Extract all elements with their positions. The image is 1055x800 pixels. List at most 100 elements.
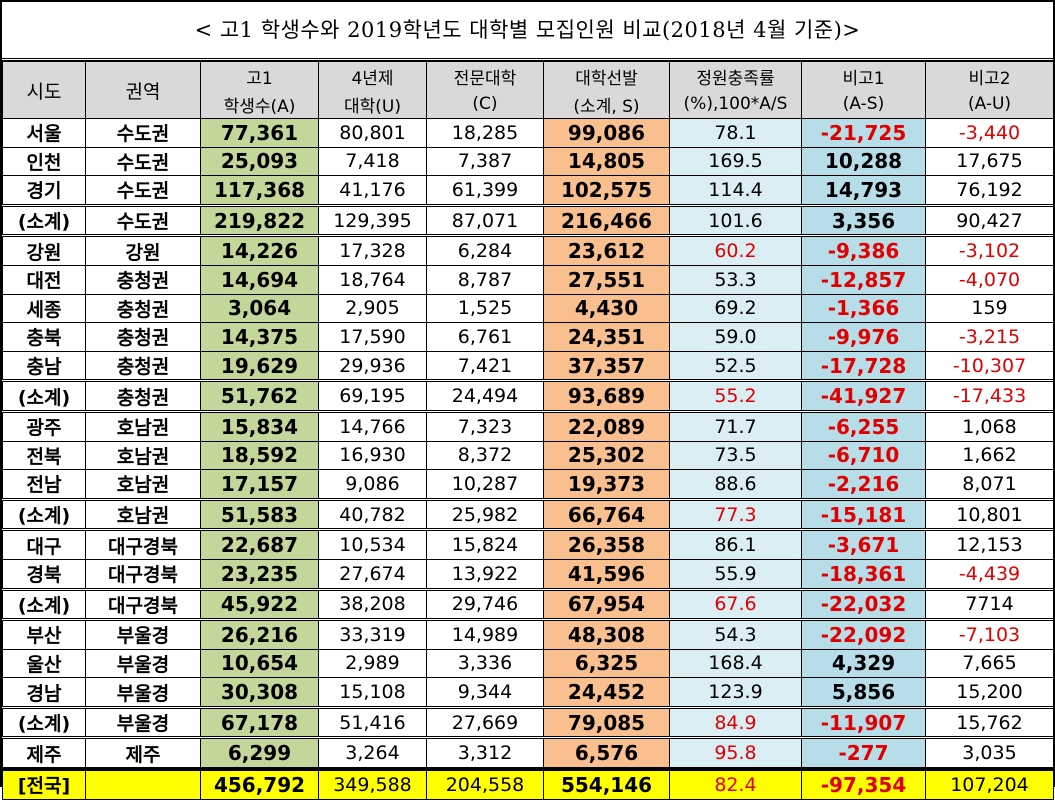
cell-U: 17,328	[318, 235, 427, 266]
cell-C: 204,558	[426, 767, 544, 800]
cell-C: 18,285	[426, 118, 544, 148]
total-row: [전국] 456,792 349,588 204,558 554,146 82.4 -97,…	[2, 767, 1054, 800]
cell-d2: -3,440	[925, 118, 1054, 148]
cell-U: 17,590	[318, 322, 427, 352]
cell-C: 61,399	[426, 175, 544, 206]
cell-sido: 충남	[2, 350, 86, 382]
cell-d2: 15,200	[925, 677, 1054, 708]
cell-S: 67,954	[543, 587, 670, 622]
cell-sido: (소계)	[2, 705, 86, 740]
table-row: 부산 부울경 26,216 33,319 14,989 48,308 54.3 -22,092…	[2, 619, 1054, 650]
cell-rate: 86.1	[669, 529, 802, 560]
cell-region: 부울경	[85, 705, 201, 740]
table-row: 인천 수도권 25,093 7,418 7,387 14,805 169.5 10,288 17…	[2, 146, 1054, 177]
cell-S: 93,689	[543, 379, 670, 413]
cell-A: 51,762	[200, 379, 319, 413]
table-row: 강원 강원 14,226 17,328 6,284 23,612 60.2 -9,386 -3,…	[2, 235, 1054, 266]
cell-region: 부울경	[85, 648, 201, 679]
cell-region: 부울경	[85, 619, 201, 650]
table-row: 전남 호남권 17,157 9,086 10,287 19,373 88.6 -2,216 8,…	[2, 469, 1054, 500]
cell-U: 69,195	[318, 379, 427, 413]
cell-d1: -21,725	[801, 118, 926, 148]
cell-sido: 강원	[2, 235, 86, 266]
cell-d2: -10,307	[925, 350, 1054, 382]
cell-S: 6,576	[543, 737, 670, 770]
cell-U: 41,176	[318, 175, 427, 206]
cell-sido: (소계)	[2, 203, 86, 238]
cell-C: 6,284	[426, 235, 544, 266]
cell-A: 10,654	[200, 648, 319, 679]
cell-region	[85, 767, 201, 800]
cell-sido: 제주	[2, 737, 86, 770]
cell-d1: 5,856	[801, 677, 926, 708]
cell-d1: 4,329	[801, 648, 926, 679]
cell-A: 45,922	[200, 587, 319, 622]
table-row: 서울 수도권 77,361 80,801 18,285 99,086 78.1 -21,725…	[2, 118, 1054, 148]
cell-A: 14,375	[200, 322, 319, 352]
cell-S: 14,805	[543, 146, 670, 177]
cell-d2: 76,192	[925, 175, 1054, 206]
column-header: 전문대학	[426, 61, 544, 90]
cell-U: 15,108	[318, 677, 427, 708]
cell-rate: 168.4	[669, 648, 802, 679]
cell-sido: 울산	[2, 648, 86, 679]
cell-C: 29,746	[426, 587, 544, 622]
cell-sido: (소계)	[2, 587, 86, 622]
cell-sido: 대전	[2, 264, 86, 295]
table-row: 세종 충청권 3,064 2,905 1,525 4,430 69.2 -1,366 159	[2, 293, 1054, 324]
cell-d1: -11,907	[801, 705, 926, 740]
page-title: < 고1 학생수와 2019학년도 대학별 모집인원 비교(2018년 4월 기…	[2, 2, 1053, 61]
cell-d2: 159	[925, 293, 1054, 324]
cell-A: 67,178	[200, 705, 319, 740]
cell-rate: 73.5	[669, 440, 802, 471]
cell-d1: -6,710	[801, 440, 926, 471]
cell-sido: 경남	[2, 677, 86, 708]
column-header: 비고1	[801, 61, 926, 90]
cell-region: 충청권	[85, 379, 201, 413]
cell-d2: 3,035	[925, 737, 1054, 770]
cell-sido: 경북	[2, 558, 86, 590]
cell-S: 4,430	[543, 293, 670, 324]
cell-S: 99,086	[543, 118, 670, 148]
cell-sido: 세종	[2, 293, 86, 324]
cell-d2: 7714	[925, 587, 1054, 622]
table-row: 충북 충청권 14,375 17,590 6,761 24,351 59.0 -9,976 -3…	[2, 322, 1054, 352]
cell-C: 15,824	[426, 529, 544, 560]
cell-C: 10,287	[426, 469, 544, 500]
cell-S: 25,302	[543, 440, 670, 471]
cell-S: 6,325	[543, 648, 670, 679]
table-row: 충남 충청권 19,629 29,936 7,421 37,357 52.5 -17,728-…	[2, 350, 1054, 382]
cell-rate: 60.2	[669, 235, 802, 266]
cell-C: 7,387	[426, 146, 544, 177]
cell-region: 호남권	[85, 410, 201, 442]
subtotal-row: (소계) 부울경 67,178 51,416 27,669 79,085 84.9 -11,9…	[2, 705, 1054, 740]
cell-sido: (소계)	[2, 497, 86, 532]
column-header-sub: 학생수(A)	[200, 90, 319, 119]
cell-d2: 107,204	[925, 767, 1054, 800]
cell-region: 호남권	[85, 469, 201, 500]
subtotal-row: (소계) 수도권 219,822 129,395 87,071 216,466 101.6 3…	[2, 203, 1054, 238]
cell-A: 30,308	[200, 677, 319, 708]
cell-U: 33,319	[318, 619, 427, 650]
cell-d1: -15,181	[801, 497, 926, 532]
cell-S: 37,357	[543, 350, 670, 382]
cell-rate: 78.1	[669, 118, 802, 148]
cell-d1: -9,386	[801, 235, 926, 266]
cell-rate: 88.6	[669, 469, 802, 500]
cell-region: 대구경북	[85, 558, 201, 590]
cell-U: 349,588	[318, 767, 427, 800]
cell-rate: 123.9	[669, 677, 802, 708]
cell-d1: 14,793	[801, 175, 926, 206]
cell-region: 강원	[85, 235, 201, 266]
cell-d1: -12,857	[801, 264, 926, 295]
cell-d2: -7,103	[925, 619, 1054, 650]
cell-C: 7,421	[426, 350, 544, 382]
table-row: 제주 제주 6,299 3,264 3,312 6,576 95.8 -277 3,035	[2, 737, 1054, 770]
cell-rate: 95.8	[669, 737, 802, 770]
cell-d1: -277	[801, 737, 926, 770]
cell-region: 수도권	[85, 118, 201, 148]
cell-A: 17,157	[200, 469, 319, 500]
cell-C: 8,787	[426, 264, 544, 295]
cell-U: 38,208	[318, 587, 427, 622]
cell-sido: 전남	[2, 469, 86, 500]
